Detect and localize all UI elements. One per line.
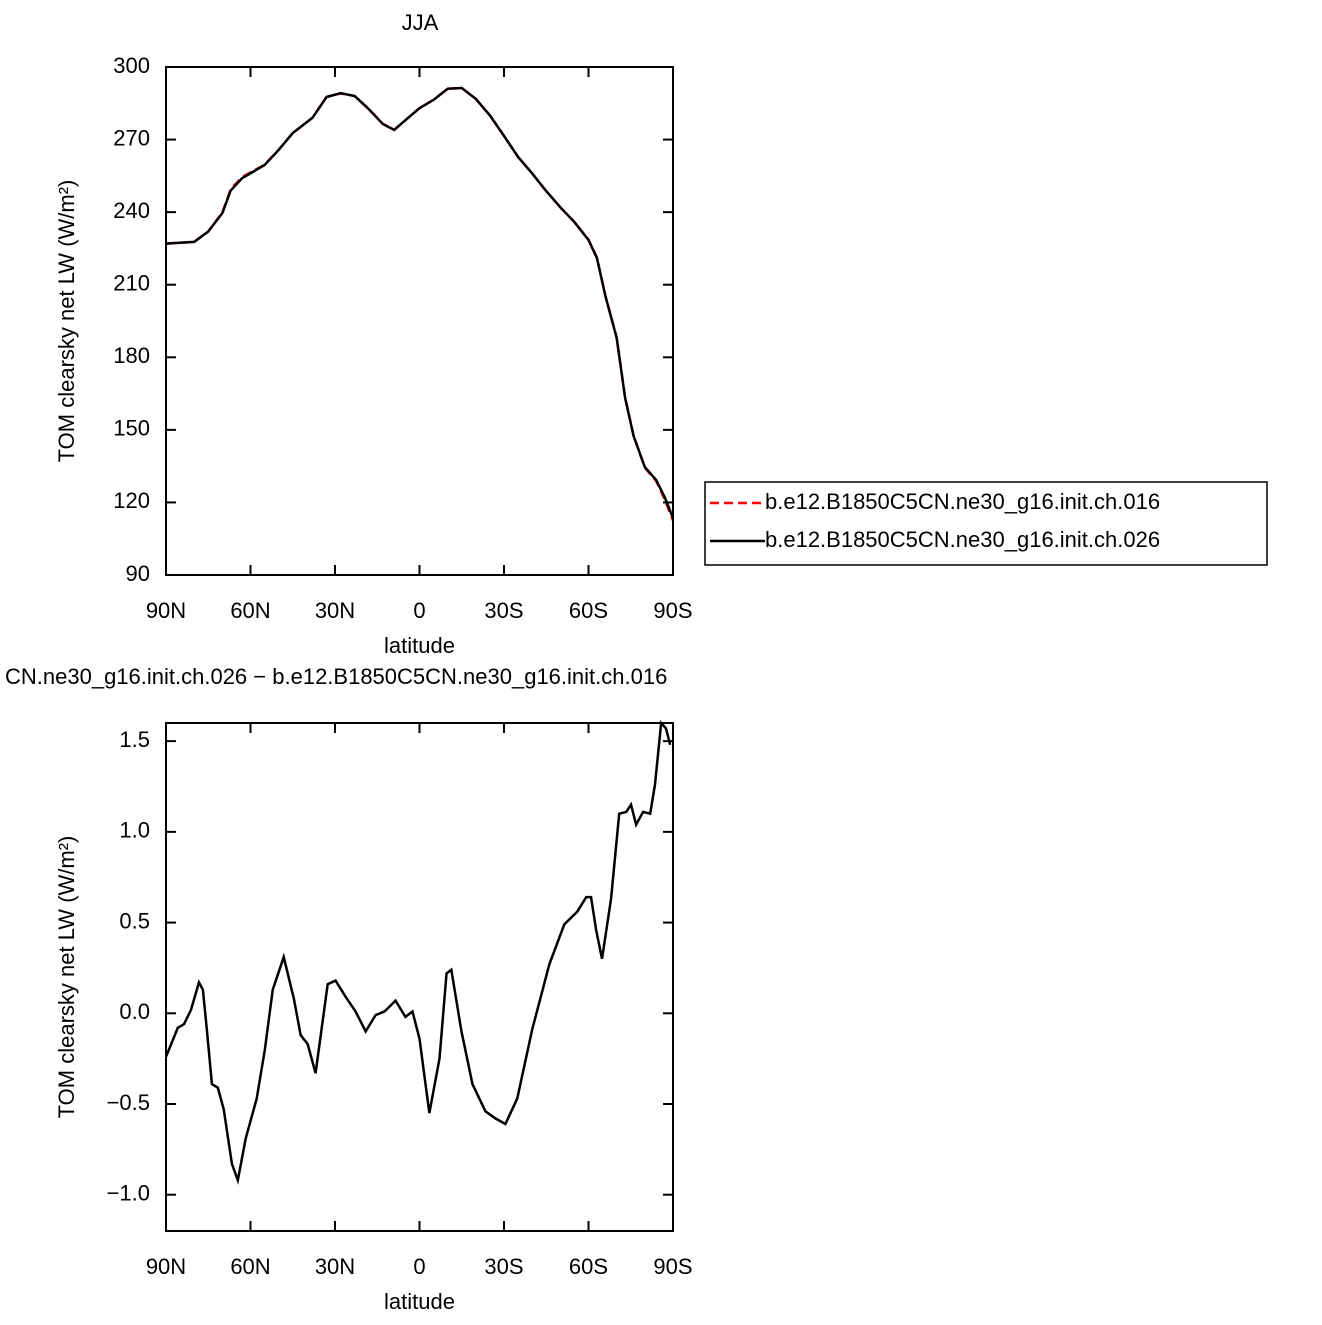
x-tick-label: 0 bbox=[413, 1254, 425, 1279]
y-tick-label: 1.0 bbox=[119, 818, 150, 843]
chart-title: CN.ne30_g16.init.ch.026 − b.e12.B1850C5C… bbox=[5, 664, 667, 689]
x-tick-label: 90N bbox=[146, 1254, 186, 1279]
y-tick-label: 180 bbox=[113, 343, 150, 368]
x-tick-label: 90S bbox=[653, 598, 692, 623]
plot-frame bbox=[165, 722, 674, 1232]
y-tick-label: 1.5 bbox=[119, 727, 150, 752]
data-line bbox=[165, 86, 675, 519]
legend-label: b.e12.B1850C5CN.ne30_g16.init.ch.026 bbox=[765, 527, 1160, 552]
y-tick-label: 210 bbox=[113, 271, 150, 296]
y-tick-label: −0.5 bbox=[107, 1090, 150, 1115]
y-tick-label: −1.0 bbox=[107, 1181, 150, 1206]
y-tick-label: 120 bbox=[113, 488, 150, 513]
y-tick-label: 270 bbox=[113, 125, 150, 150]
y-tick-label: 240 bbox=[113, 198, 150, 223]
y-axis-label: TOM clearsky net LW (W/m²) bbox=[54, 180, 79, 463]
chart-title: JJA bbox=[402, 10, 439, 35]
y-tick-label: 90 bbox=[126, 561, 150, 586]
y-tick-label: 0.5 bbox=[119, 908, 150, 933]
y-tick-label: 300 bbox=[113, 53, 150, 78]
x-tick-label: 60S bbox=[569, 598, 608, 623]
legend-box bbox=[704, 481, 1268, 566]
x-tick-label: 30N bbox=[315, 598, 355, 623]
data-line bbox=[165, 86, 675, 522]
x-axis-label: latitude bbox=[384, 633, 455, 658]
x-tick-label: 90S bbox=[653, 1254, 692, 1279]
y-axis-label: TOM clearsky net LW (W/m²) bbox=[54, 836, 79, 1119]
data-line bbox=[164, 720, 672, 1185]
x-tick-label: 60N bbox=[230, 1254, 270, 1279]
plot-frame bbox=[165, 66, 674, 576]
y-tick-label: 0.0 bbox=[119, 999, 150, 1024]
x-axis-label: latitude bbox=[384, 1289, 455, 1314]
x-tick-label: 60N bbox=[230, 598, 270, 623]
x-tick-label: 90N bbox=[146, 598, 186, 623]
legend-label: b.e12.B1850C5CN.ne30_g16.init.ch.016 bbox=[765, 489, 1160, 514]
x-tick-label: 30N bbox=[315, 1254, 355, 1279]
y-tick-label: 150 bbox=[113, 416, 150, 441]
x-tick-label: 0 bbox=[413, 598, 425, 623]
x-tick-label: 30S bbox=[484, 598, 523, 623]
x-tick-label: 60S bbox=[569, 1254, 608, 1279]
x-tick-label: 30S bbox=[484, 1254, 523, 1279]
